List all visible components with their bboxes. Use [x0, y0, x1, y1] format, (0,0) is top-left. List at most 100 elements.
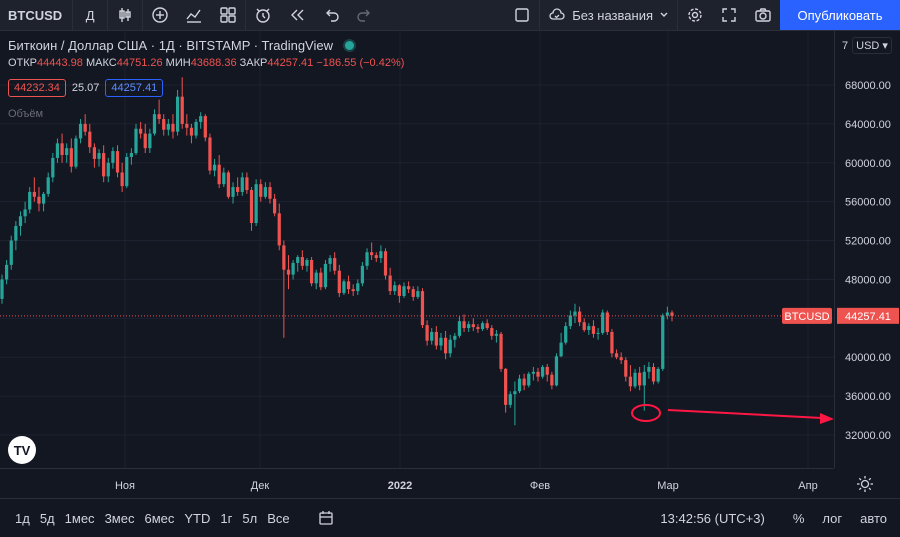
price-tick-label: 68000.00: [845, 80, 891, 92]
user-drawing-annotation[interactable]: [631, 404, 834, 424]
range-button-4[interactable]: 6мес: [144, 510, 175, 526]
candle-body: [536, 371, 540, 377]
range-button-6[interactable]: 1г: [220, 510, 233, 526]
candle-body: [106, 162, 110, 177]
redo-icon[interactable]: [348, 0, 382, 30]
candle-body: [203, 116, 207, 138]
templates-grid-icon[interactable]: [211, 0, 245, 30]
candle-body: [568, 315, 572, 327]
layout-name-dropdown[interactable]: Без названия: [540, 0, 677, 30]
candle-body: [439, 337, 443, 346]
fullscreen-expand-icon[interactable]: [712, 0, 746, 30]
price-chart[interactable]: BTCUSD: [0, 31, 834, 468]
range-button-8[interactable]: Все: [267, 510, 290, 526]
candle-body: [393, 285, 397, 292]
tradingview-logo: TV: [8, 436, 36, 464]
range-button-0[interactable]: 1д: [15, 510, 30, 526]
replay-icon[interactable]: [280, 0, 314, 30]
candle-body: [453, 335, 457, 340]
goto-date-icon[interactable]: [317, 509, 335, 527]
time-tick-label: Фев: [530, 480, 550, 492]
candle-body: [541, 366, 545, 377]
candle-body: [545, 366, 549, 375]
snapshot-camera-icon[interactable]: [746, 0, 780, 30]
candle-body: [596, 332, 600, 334]
symbol-title: Биткоин / Доллар США · 1Д · BITSTAMP · T…: [8, 38, 333, 53]
candle-body: [582, 322, 586, 330]
candle-body: [97, 153, 101, 159]
percent-scale-toggle[interactable]: %: [792, 510, 805, 526]
price-tick-label: 36000.00: [845, 391, 891, 403]
candle-body: [78, 123, 83, 139]
clock-timezone[interactable]: 13:42:56 (UTC+3): [660, 510, 765, 526]
drawing-arrow-line[interactable]: [667, 409, 823, 419]
time-axis[interactable]: Ноя Дек 2022 Фев Мар Апр: [0, 468, 834, 499]
candle-body: [407, 286, 411, 290]
candle-body: [148, 133, 152, 149]
candle-body: [647, 366, 651, 372]
axis-settings-sun-icon[interactable]: [856, 475, 874, 493]
candle-body: [490, 328, 494, 336]
candle-body: [185, 123, 189, 128]
change-value: −186.55 (−0.42%): [316, 57, 405, 69]
candle-body: [0, 279, 4, 299]
volume-indicator-label[interactable]: Объём: [8, 108, 44, 120]
candle-body: [226, 172, 231, 197]
candle-body: [619, 357, 623, 361]
candle-body: [319, 272, 323, 288]
publish-button[interactable]: Опубликовать: [780, 0, 900, 30]
chart-type-icon[interactable]: [108, 0, 142, 30]
candle-body: [425, 325, 429, 341]
alert-clock-icon[interactable]: [246, 0, 280, 30]
time-tick-label: 2022: [388, 480, 412, 492]
candle-body: [180, 96, 184, 124]
buy-price-button[interactable]: 44257.41: [105, 79, 164, 97]
candle-body: [628, 376, 633, 387]
sell-price-button[interactable]: 44232.34: [8, 79, 66, 97]
candle-body: [356, 283, 360, 292]
candle-body: [9, 240, 13, 265]
candle-body: [217, 164, 221, 185]
drawing-ellipse[interactable]: [631, 404, 661, 422]
candle-body: [508, 394, 512, 405]
candle-body: [434, 331, 438, 346]
candle-body: [328, 258, 332, 264]
candle-body: [60, 143, 64, 155]
candle-body: [333, 258, 337, 271]
candle-body: [550, 374, 554, 386]
candle-body: [291, 262, 295, 275]
interval-button[interactable]: Д: [85, 7, 95, 23]
candle-body: [18, 216, 23, 226]
candle-body: [351, 289, 355, 292]
settings-gear-icon[interactable]: [678, 0, 712, 30]
range-button-1[interactable]: 5д: [39, 510, 55, 526]
undo-icon[interactable]: [314, 0, 348, 30]
range-button-7[interactable]: 5л: [242, 510, 258, 526]
price-axis[interactable]: 68000.00 64000.00 60000.00 56000.00 52000.00…: [834, 31, 900, 468]
price-tick-label: 64000.00: [845, 119, 891, 131]
auto-scale-toggle[interactable]: авто: [860, 510, 887, 526]
close-label: ЗАКР: [239, 57, 268, 69]
log-scale-toggle[interactable]: лог: [822, 510, 843, 526]
candle-body: [554, 356, 559, 386]
symbol-tag-label: BTCUSD: [784, 311, 829, 323]
range-button-2[interactable]: 1мес: [64, 510, 95, 526]
candle-body: [46, 177, 50, 194]
high-value: 44751.26: [116, 57, 163, 69]
fullscreen-box-icon[interactable]: [505, 0, 539, 30]
candle-body: [157, 114, 161, 120]
add-indicator-icon[interactable]: [143, 0, 177, 30]
candle-body: [443, 337, 448, 354]
symbol-search[interactable]: BTCUSD: [8, 7, 63, 23]
indicators-icon[interactable]: [177, 0, 211, 30]
low-value: 43688.36: [190, 57, 237, 69]
candle-body: [411, 289, 415, 297]
price-tick-label: 48000.00: [845, 274, 891, 286]
candle-body: [661, 315, 665, 369]
range-button-5[interactable]: YTD: [184, 510, 211, 526]
candle-body: [199, 116, 203, 122]
candle-body: [522, 378, 526, 386]
range-button-3[interactable]: 3мес: [104, 510, 135, 526]
currency-selector[interactable]: 7 USD ▾: [842, 37, 892, 54]
candle-body: [231, 187, 235, 197]
